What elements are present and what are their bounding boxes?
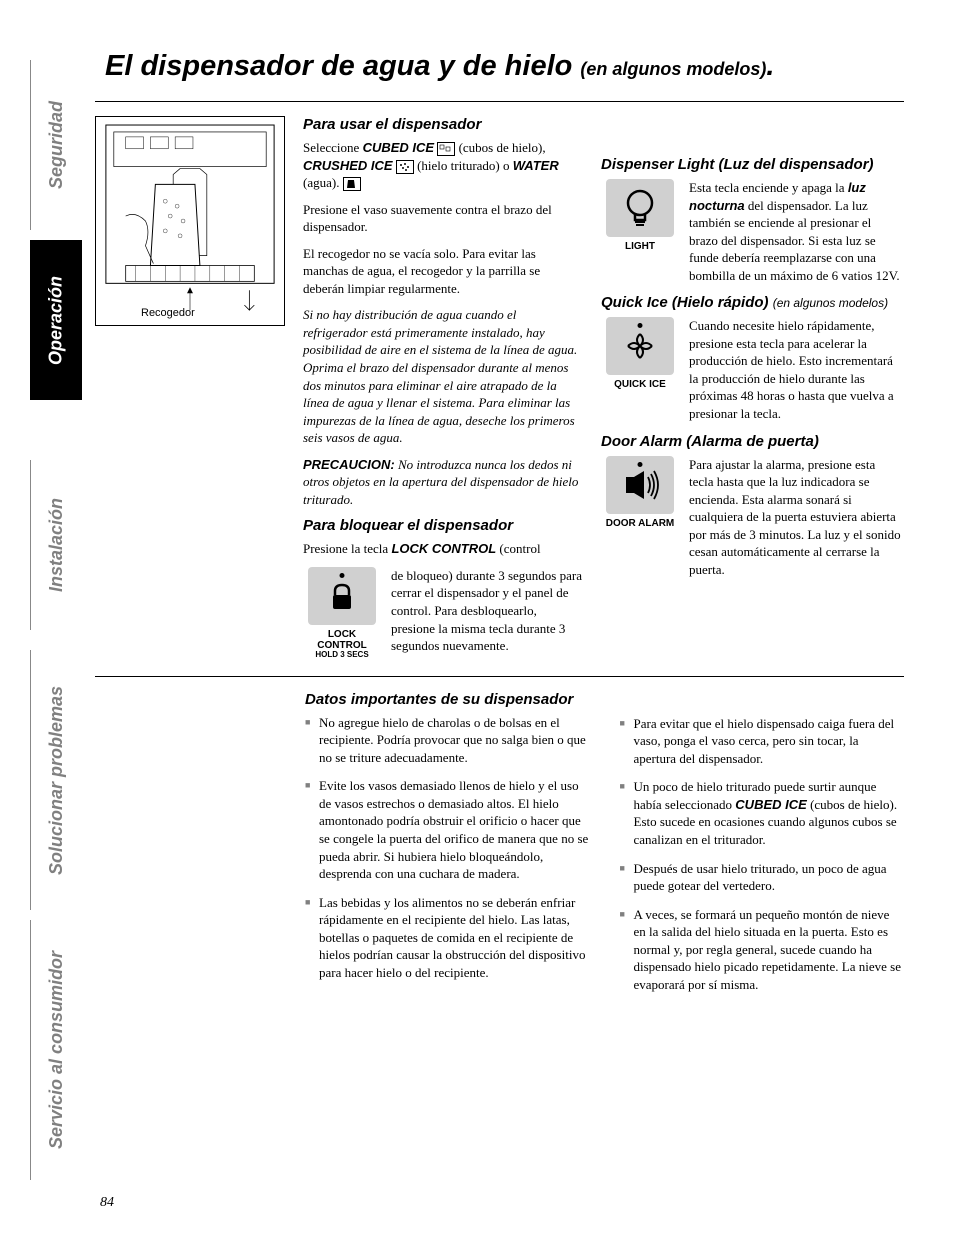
list-item: Evite los vasos demasiado llenos de hiel… <box>305 777 590 882</box>
light-caption: LIGHT <box>601 241 679 252</box>
list-item: Después de usar hielo triturado, un poco… <box>620 860 905 895</box>
usar-caution: PRECAUCION: No introduzca nunca los dedo… <box>303 456 583 509</box>
page-title: El dispensador de agua y de hielo (en al… <box>105 50 904 83</box>
usar-p4: Si no hay distribución de agua cuando el… <box>303 306 583 446</box>
dooralarm-icon <box>606 456 674 514</box>
list-item: No agregue hielo de charolas o de bolsas… <box>305 714 590 767</box>
quickice-caption: QUICK ICE <box>601 379 679 390</box>
crushed-ice-icon <box>396 160 414 174</box>
heading-quickice: Quick Ice (Hielo rápido) (en algunos mod… <box>601 294 901 311</box>
lock-caption: LOCK CONTROL HOLD 3 SECS <box>303 629 381 660</box>
tab-instalacion[interactable]: Instalación <box>30 460 82 630</box>
list-item: Un poco de hielo triturado puede surtir … <box>620 778 905 848</box>
quickice-icon-box: QUICK ICE <box>601 317 679 390</box>
datos-list-right: Para evitar que el hielo dispensado caig… <box>620 715 905 994</box>
side-tabs: Seguridad Operación Instalación Solucion… <box>30 0 82 1235</box>
bloquear-text: de bloqueo) durante 3 segundos para cerr… <box>391 567 583 655</box>
light-icon-box: LIGHT <box>601 179 679 252</box>
tab-solucion[interactable]: Solucionar problemas <box>30 650 82 910</box>
title-rule <box>95 101 904 102</box>
list-item: A veces, se formará un pequeño montón de… <box>620 906 905 994</box>
illustration-caption: Recogedor <box>141 307 195 319</box>
list-item: Las bebidas y los alimentos no se deberá… <box>305 894 590 982</box>
tab-operacion[interactable]: Operación <box>30 240 82 400</box>
heading-bloquear: Para bloquear el dispensador <box>303 517 583 534</box>
bloquear-intro: Presione la tecla LOCK CONTROL (control <box>303 540 583 558</box>
quickice-icon <box>606 317 674 375</box>
dispenser-illustration: Recogedor <box>95 116 285 326</box>
heading-usar: Para usar el dispensador <box>303 116 583 133</box>
dooralarm-caption: DOOR ALARM <box>601 518 679 529</box>
usar-p2: Presione el vaso suavemente contra el br… <box>303 201 583 236</box>
lock-control-icon-box: LOCK CONTROL HOLD 3 SECS <box>303 567 381 660</box>
heading-dooralarm: Door Alarm (Alarma de puerta) <box>601 433 901 450</box>
usar-p1: Seleccione CUBED ICE (cubos de hielo), C… <box>303 139 583 192</box>
section-rule <box>95 676 904 677</box>
light-text: Esta tecla enciende y apaga la luz noctu… <box>689 179 901 284</box>
cubed-ice-icon <box>437 142 455 156</box>
heading-datos: Datos importantes de su dispensador <box>305 691 590 708</box>
tab-servicio[interactable]: Servicio al consumidor <box>30 920 82 1180</box>
datos-list-left: No agregue hielo de charolas o de bolsas… <box>305 714 590 982</box>
lock-icon <box>308 567 376 625</box>
dooralarm-text: Para ajustar la alarma, presione esta te… <box>689 456 901 579</box>
light-icon <box>606 179 674 237</box>
water-icon <box>343 177 361 191</box>
page-number: 84 <box>100 1195 114 1211</box>
usar-p3: El recogedor no se vacía solo. Para evit… <box>303 245 583 298</box>
dooralarm-icon-box: DOOR ALARM <box>601 456 679 529</box>
list-item: Para evitar que el hielo dispensado caig… <box>620 715 905 768</box>
tab-seguridad[interactable]: Seguridad <box>30 60 82 230</box>
quickice-text: Cuando necesite hielo rápidamente, presi… <box>689 317 901 422</box>
heading-light: Dispenser Light (Luz del dispensador) <box>601 156 901 173</box>
